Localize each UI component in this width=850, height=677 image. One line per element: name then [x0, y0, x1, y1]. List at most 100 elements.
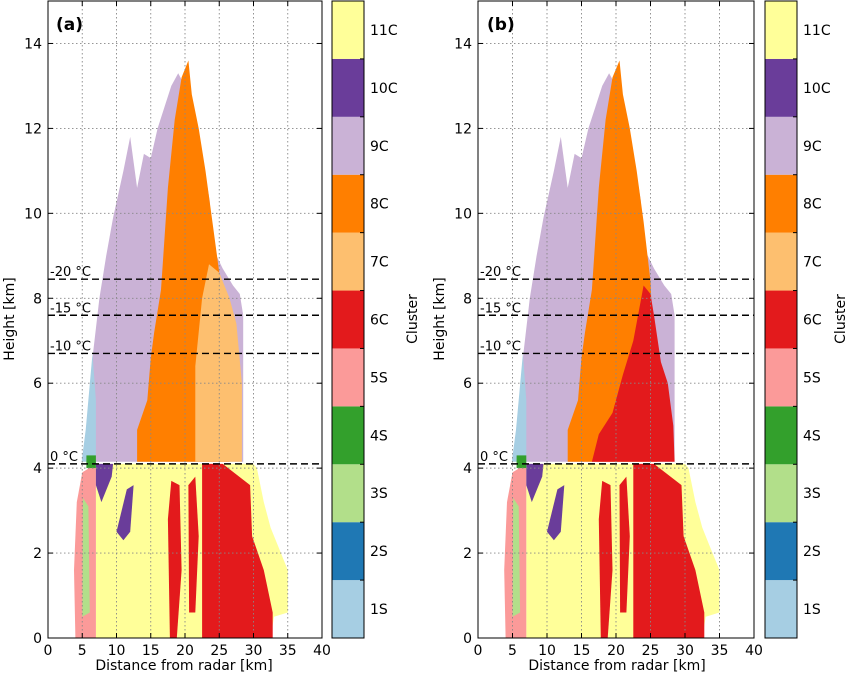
panel-b-isotherm-label: -15 °C [480, 301, 521, 316]
colorbar-a-swatch-9c [332, 116, 364, 175]
colorbar-b-swatch-3s [765, 464, 797, 523]
colorbar-a-tick-label: 2S [370, 544, 388, 560]
colorbar-a-label: Cluster [405, 294, 421, 344]
panel-a-ytick-label: 4 [33, 461, 42, 477]
colorbar-b-swatch-6c [765, 290, 797, 349]
panel-a-xtick-label: 15 [142, 643, 160, 659]
colorbar-a-swatch-3s [332, 464, 364, 523]
colorbar-b-tick-label: 10C [803, 81, 831, 97]
colorbar-b-tick-label: 7C [803, 255, 822, 271]
panel-b-ytick-label: 8 [463, 291, 472, 307]
panel-a-xtick-label: 0 [44, 643, 53, 659]
colorbar-a-swatch-10c [332, 58, 364, 117]
panel-a-xtick-label: 20 [176, 643, 194, 659]
colorbar-b-swatch-5s [765, 348, 797, 407]
panel-a-region-4s [86, 455, 96, 469]
panel-a-region-6c [188, 476, 199, 613]
colorbar-b-tick-label: 5S [803, 370, 821, 386]
panel-b-ytick-label: 14 [454, 36, 472, 52]
panel-a-ylabel: Height [km] [2, 277, 18, 360]
colorbar-a-swatch-7c [332, 232, 364, 291]
panel-a-xtick-label: 35 [279, 643, 297, 659]
panel-a-isotherm-label: 0 °C [50, 450, 78, 465]
colorbar-a-frame [331, 0, 365, 639]
panel-b-region-1s [511, 353, 527, 462]
panel-a: 0 °C-10 °C-15 °C-20 °C 0 5 10 15 20 25 30 35 400… [2, 0, 331, 674]
colorbar-a-swatch-4s [332, 406, 364, 465]
colorbar-a-swatch-6c [332, 290, 364, 349]
panel-a-xtick-label: 25 [210, 643, 228, 659]
panel-b-isotherms: 0 °C -10 °C -15 °C -20 °C [478, 265, 754, 465]
panel-b-xtick-label: 0 [474, 643, 483, 659]
colorbar-a-tick-label: 11C [370, 23, 398, 39]
panel-a-region-1s [81, 353, 96, 462]
panel-b-xtick-label: 5 [508, 643, 517, 659]
colorbar-b-tick-label: 2S [803, 544, 821, 560]
panel-a-isotherm-label: -15 °C [50, 301, 91, 316]
panel-b-xtick-label: 40 [745, 643, 763, 659]
panel-a-ytick-label: 12 [24, 121, 42, 137]
colorbar-b-swatch-11c [765, 1, 797, 59]
panel-b-ytick-label: 2 [463, 546, 472, 562]
colorbar-b: 1S 2S 3S 4S 5S 6C 7C 8C 9C 10C 11C Cluster [764, 0, 849, 639]
panel-b-xtick-label: 25 [642, 643, 660, 659]
panel-a-ytick-label: 0 [33, 631, 42, 647]
panel-a-ytick-label: 10 [24, 206, 42, 222]
colorbar-a-tick-label: 10C [370, 81, 398, 97]
panel-b-axes: 0 5 10 15 20 25 30 35 40 0 2 4 6 8 10 12 14 [454, 0, 763, 659]
colorbar-b-swatch-10c [765, 58, 797, 117]
panel-b-xtick-label: 35 [711, 643, 729, 659]
colorbar-a-swatch-8c [332, 174, 364, 233]
panel-b-regions [504, 60, 720, 638]
colorbar-b-tick-label: 9C [803, 139, 822, 155]
panel-a-region-3s [82, 497, 90, 617]
panel-a-region-10c [95, 463, 114, 503]
panel-b-isotherm-label: 0 °C [480, 450, 508, 465]
colorbar-b-swatch-1s [765, 580, 797, 638]
panel-a-isotherm-label: -10 °C [50, 339, 91, 354]
colorbar-a-tick-label: 7C [370, 255, 389, 271]
panel-b-ytick-label: 10 [454, 206, 472, 222]
panel-b-region-6c [633, 463, 705, 638]
panel-b-ytick-label: 4 [463, 461, 472, 477]
colorbar-a-swatch-5s [332, 348, 364, 407]
panel-a-region-7c [195, 264, 242, 462]
colorbar-b-tick-label: 6C [803, 313, 822, 329]
panel-b-ylabel: Height [km] [432, 277, 448, 360]
colorbar-b-label: Cluster [833, 294, 849, 344]
panel-b: 0 °C-10 °C-15 °C-20 °C 0 5 10 15 20 25 30 35 400… [432, 0, 763, 674]
colorbar-b-tick-label: 1S [803, 602, 821, 618]
colorbar-b-swatch-4s [765, 406, 797, 465]
colorbar-b-frame [764, 0, 798, 639]
panel-b-region-4s [516, 455, 527, 469]
colorbar-a-swatches: 1S 2S 3S 4S 5S 6C 7C 8C 9C 10C 11C [331, 0, 398, 639]
panel-b-isotherm-label: -20 °C [480, 265, 521, 280]
colorbar-b-swatch-2s [765, 522, 797, 581]
colorbar-a-tick-label: 8C [370, 197, 389, 213]
colorbar-a: 1S 2S 3S 4S 5S 6C 7C 8C 9C 10C 11C Cluster [331, 0, 421, 639]
panel-b-ytick-label: 12 [454, 121, 472, 137]
colorbar-b-swatch-7c [765, 232, 797, 291]
panel-a-xlabel: Distance from radar [km] [95, 658, 272, 674]
panel-b-isotherm-label: -10 °C [480, 339, 521, 354]
panel-a-region-6c [167, 480, 182, 638]
panel-a-xtick-label: 30 [245, 643, 263, 659]
panel-b-region-6c [598, 480, 613, 638]
colorbar-a-swatch-1s [332, 580, 364, 638]
colorbar-a-tick-label: 1S [370, 602, 388, 618]
panel-a-ytick-label: 2 [33, 546, 42, 562]
colorbar-b-tick-label: 4S [803, 428, 821, 444]
panel-a-axes: 0 5 10 15 20 25 30 35 40 0 2 4 6 8 10 12 14 [24, 0, 331, 659]
panel-a-xtick-label: 10 [108, 643, 126, 659]
colorbar-b-swatch-9c [765, 116, 797, 175]
colorbar-a-tick-label: 9C [370, 139, 389, 155]
panel-b-xtick-label: 15 [573, 643, 591, 659]
colorbar-a-swatch-2s [332, 522, 364, 581]
colorbar-a-tick-label: 3S [370, 486, 388, 502]
panel-a-regions [74, 60, 288, 638]
panel-a-ytick-label: 8 [33, 291, 42, 307]
panel-b-region-10c [547, 485, 565, 541]
panel-a-region-10c [116, 485, 134, 541]
colorbar-a-tick-label: 5S [370, 370, 388, 386]
